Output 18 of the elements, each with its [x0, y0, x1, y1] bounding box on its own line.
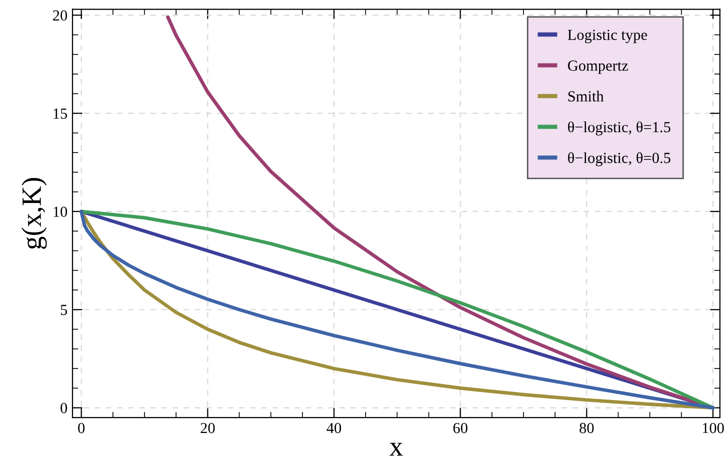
x-tick-label: 20: [200, 422, 215, 434]
y-tick-label: 10: [54, 206, 68, 217]
legend-label: Smith: [568, 90, 604, 102]
x-tick-label: 60: [453, 422, 468, 434]
x-tick-label: 40: [326, 422, 342, 434]
x-tick-label: 100: [702, 422, 724, 434]
legend-label: θ−logistic, θ=0.5: [568, 152, 670, 166]
x-tick-label: 0: [78, 422, 85, 434]
x-tick-label: 80: [580, 422, 594, 434]
y-tick-label: 20: [53, 10, 68, 21]
y-tick-label: 5: [60, 304, 68, 316]
y-axis-title: g(x,K): [22, 178, 47, 249]
legend-label: Gompertz: [568, 60, 628, 74]
y-tick-label: 0: [60, 402, 68, 414]
y-tick-label: 15: [54, 108, 68, 119]
x-axis-title: x: [390, 442, 403, 456]
legend-label: θ−logistic, θ=1.5: [568, 121, 670, 136]
legend-label: Logistic type: [568, 30, 648, 44]
